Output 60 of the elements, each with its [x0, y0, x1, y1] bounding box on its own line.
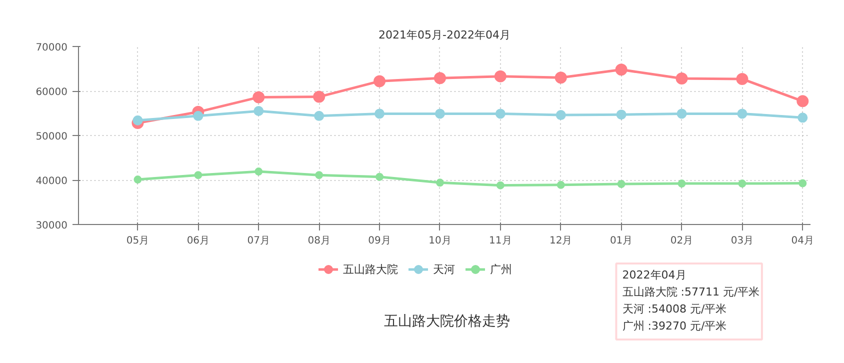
point: [436, 178, 444, 187]
point: [194, 171, 202, 180]
point: [254, 106, 264, 116]
point: [434, 108, 445, 119]
point: [132, 115, 143, 126]
chart-title: 2021年05月-2022年04月: [378, 28, 510, 42]
point: [313, 90, 326, 103]
legend-label: 五山路大院: [343, 262, 398, 276]
point: [252, 91, 265, 104]
point: [495, 108, 506, 119]
point: [556, 180, 565, 189]
point: [496, 181, 504, 190]
point: [737, 108, 748, 119]
x-tick-label: 01月: [610, 236, 633, 246]
point: [315, 171, 324, 180]
point: [798, 112, 808, 123]
point: [798, 179, 807, 188]
x-tick-label: 09月: [368, 236, 391, 246]
point: [617, 180, 626, 188]
point: [374, 108, 385, 119]
point: [556, 110, 566, 120]
x-tick-label: 03月: [730, 236, 754, 246]
point: [796, 95, 809, 108]
legend-label: 广州: [490, 262, 512, 276]
point: [676, 108, 687, 119]
point: [314, 110, 324, 121]
x-tick-label: 11月: [489, 236, 512, 246]
text: 天河 :54008 元/平米: [622, 302, 727, 316]
point: [376, 172, 384, 181]
x-tick-label: 10月: [428, 236, 452, 246]
text: 广州 :39270 元/平米: [622, 320, 727, 332]
y-tick-label: 40000: [36, 176, 68, 187]
point: [676, 72, 688, 85]
point: [374, 75, 386, 88]
point: [193, 110, 204, 121]
point: [554, 72, 567, 84]
point: [678, 180, 686, 188]
text: 五山路大院价格走势: [384, 314, 510, 330]
text: 五山路大院 :57711 元/平米: [622, 286, 760, 298]
x-tick-label: 04月: [791, 236, 814, 246]
x-tick-label: 06月: [186, 236, 210, 246]
x-tick-label: 12月: [549, 236, 572, 246]
x-tick-label: 02月: [670, 236, 694, 246]
legend-label: 天河: [433, 262, 455, 276]
y-tick-label: 60000: [36, 87, 68, 98]
y-tick-label: 50000: [36, 132, 68, 142]
point: [616, 110, 626, 120]
text: 2022年04月: [622, 268, 686, 282]
x-tick-label: 07月: [247, 236, 270, 246]
point: [738, 180, 746, 188]
y-tick-label: 70000: [36, 42, 68, 54]
point: [254, 168, 263, 176]
point: [134, 176, 142, 184]
point: [736, 72, 748, 85]
point: [615, 64, 628, 76]
x-tick-label: 08月: [308, 236, 330, 246]
x-tick-label: 05月: [126, 236, 150, 246]
point: [434, 72, 446, 84]
point: [494, 70, 506, 82]
y-tick-label: 30000: [36, 220, 68, 232]
